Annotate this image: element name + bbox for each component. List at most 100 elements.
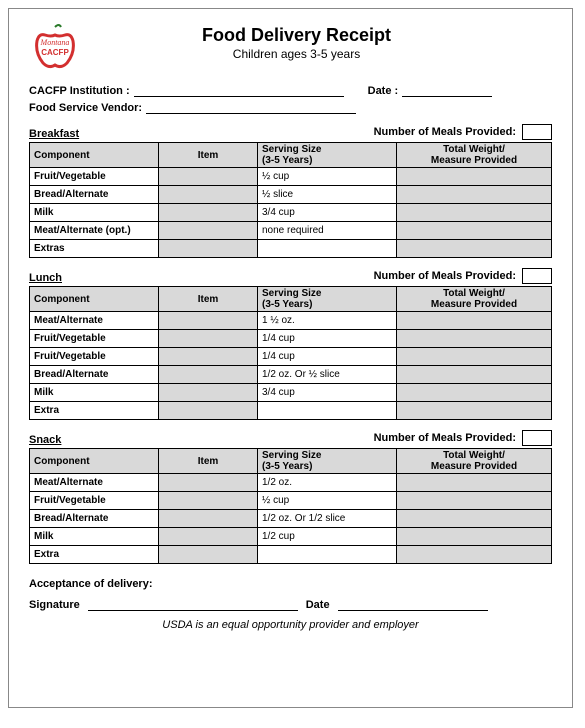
table-row: Fruit/Vegetable ½ cup [30, 492, 552, 510]
serving-cell [258, 240, 397, 258]
signature-label: Signature [29, 599, 80, 611]
serving-cell: none required [258, 222, 397, 240]
item-cell[interactable] [159, 528, 258, 546]
col-component: Component [30, 143, 159, 168]
serving-cell: 1/2 oz. Or ½ slice [258, 366, 397, 384]
item-cell[interactable] [159, 168, 258, 186]
institution-input[interactable] [134, 84, 344, 97]
col-item: Item [159, 143, 258, 168]
lunch-count-box[interactable] [522, 268, 552, 284]
total-cell[interactable] [397, 384, 552, 402]
table-row: Milk 3/4 cup [30, 384, 552, 402]
total-cell[interactable] [397, 168, 552, 186]
table-row: Meat/Alternate (opt.)none required [30, 222, 552, 240]
component-cell: Meat/Alternate [30, 474, 159, 492]
component-cell: Fruit/Vegetable [30, 348, 159, 366]
page-subtitle: Children ages 3-5 years [101, 47, 492, 61]
lunch-meals-label: Number of Meals Provided: [374, 268, 552, 284]
item-cell[interactable] [159, 384, 258, 402]
title-block: Food Delivery Receipt Children ages 3-5 … [101, 21, 492, 61]
breakfast-table: Component Item Serving Size(3-5 Years) T… [29, 142, 552, 258]
total-cell[interactable] [397, 492, 552, 510]
table-row: Milk 3/4 cup [30, 204, 552, 222]
total-cell[interactable] [397, 330, 552, 348]
serving-cell: 1/2 oz. [258, 474, 397, 492]
lunch-header: Lunch Number of Meals Provided: [29, 268, 552, 284]
total-cell[interactable] [397, 312, 552, 330]
component-cell: Fruit/Vegetable [30, 492, 159, 510]
item-cell[interactable] [159, 366, 258, 384]
serving-cell: ½ cup [258, 168, 397, 186]
table-row: Bread/Alternate½ slice [30, 186, 552, 204]
component-cell: Milk [30, 204, 159, 222]
page-title: Food Delivery Receipt [101, 25, 492, 46]
vendor-line: Food Service Vendor: [29, 101, 552, 114]
logo-text2: CACFP [41, 48, 69, 57]
footer-text: USDA is an equal opportunity provider an… [29, 619, 552, 631]
total-cell[interactable] [397, 204, 552, 222]
item-cell[interactable] [159, 402, 258, 420]
item-cell[interactable] [159, 492, 258, 510]
breakfast-count-box[interactable] [522, 124, 552, 140]
total-cell[interactable] [397, 186, 552, 204]
serving-cell: ½ cup [258, 492, 397, 510]
serving-cell: 1/2 cup [258, 528, 397, 546]
total-cell[interactable] [397, 546, 552, 564]
table-row: Meat/Alternate 1 ½ oz. [30, 312, 552, 330]
date-input[interactable] [402, 84, 492, 97]
sig-date-input[interactable] [338, 598, 488, 611]
total-cell[interactable] [397, 402, 552, 420]
snack-meals-label: Number of Meals Provided: [374, 430, 552, 446]
component-cell: Fruit/Vegetable [30, 330, 159, 348]
serving-cell: 3/4 cup [258, 384, 397, 402]
col-total: Total Weight/Measure Provided [397, 143, 552, 168]
institution-line: CACFP Institution : Date : [29, 84, 552, 97]
snack-count-box[interactable] [522, 430, 552, 446]
col-serving: Serving Size(3-5 Years) [258, 143, 397, 168]
item-cell[interactable] [159, 474, 258, 492]
table-row: Fruit/Vegetable 1/4 cup [30, 348, 552, 366]
total-cell[interactable] [397, 240, 552, 258]
item-cell[interactable] [159, 204, 258, 222]
table-row: Extras [30, 240, 552, 258]
total-cell[interactable] [397, 510, 552, 528]
vendor-input[interactable] [146, 101, 356, 114]
signature-input[interactable] [88, 598, 298, 611]
table-row: Extra [30, 546, 552, 564]
sig-date-label: Date [306, 599, 330, 611]
table-row: Meat/Alternate 1/2 oz. [30, 474, 552, 492]
item-cell[interactable] [159, 330, 258, 348]
total-cell[interactable] [397, 348, 552, 366]
total-cell[interactable] [397, 366, 552, 384]
item-cell[interactable] [159, 348, 258, 366]
component-cell: Milk [30, 384, 159, 402]
breakfast-header: Breakfast Number of Meals Provided: [29, 124, 552, 140]
item-cell[interactable] [159, 546, 258, 564]
component-cell: Extra [30, 402, 159, 420]
page: Montana CACFP Food Delivery Receipt Chil… [8, 8, 573, 708]
component-cell: Meat/Alternate [30, 312, 159, 330]
total-cell[interactable] [397, 222, 552, 240]
component-cell: Bread/Alternate [30, 510, 159, 528]
item-cell[interactable] [159, 222, 258, 240]
serving-cell: 1 ½ oz. [258, 312, 397, 330]
item-cell[interactable] [159, 312, 258, 330]
vendor-label: Food Service Vendor: [29, 102, 142, 114]
total-cell[interactable] [397, 528, 552, 546]
item-cell[interactable] [159, 510, 258, 528]
snack-table: Component Item Serving Size(3-5 Years) T… [29, 448, 552, 564]
table-row: Bread/Alternate 1/2 oz. Or 1/2 slice [30, 510, 552, 528]
serving-cell [258, 546, 397, 564]
serving-cell: 1/4 cup [258, 348, 397, 366]
component-cell: Bread/Alternate [30, 366, 159, 384]
total-cell[interactable] [397, 474, 552, 492]
component-cell: Milk [30, 528, 159, 546]
item-cell[interactable] [159, 186, 258, 204]
item-cell[interactable] [159, 240, 258, 258]
serving-cell: 3/4 cup [258, 204, 397, 222]
logo-text1: Montana [40, 38, 70, 47]
serving-cell: 1/4 cup [258, 330, 397, 348]
serving-cell: ½ slice [258, 186, 397, 204]
serving-cell: 1/2 oz. Or 1/2 slice [258, 510, 397, 528]
table-row: Bread/Alternate 1/2 oz. Or ½ slice [30, 366, 552, 384]
